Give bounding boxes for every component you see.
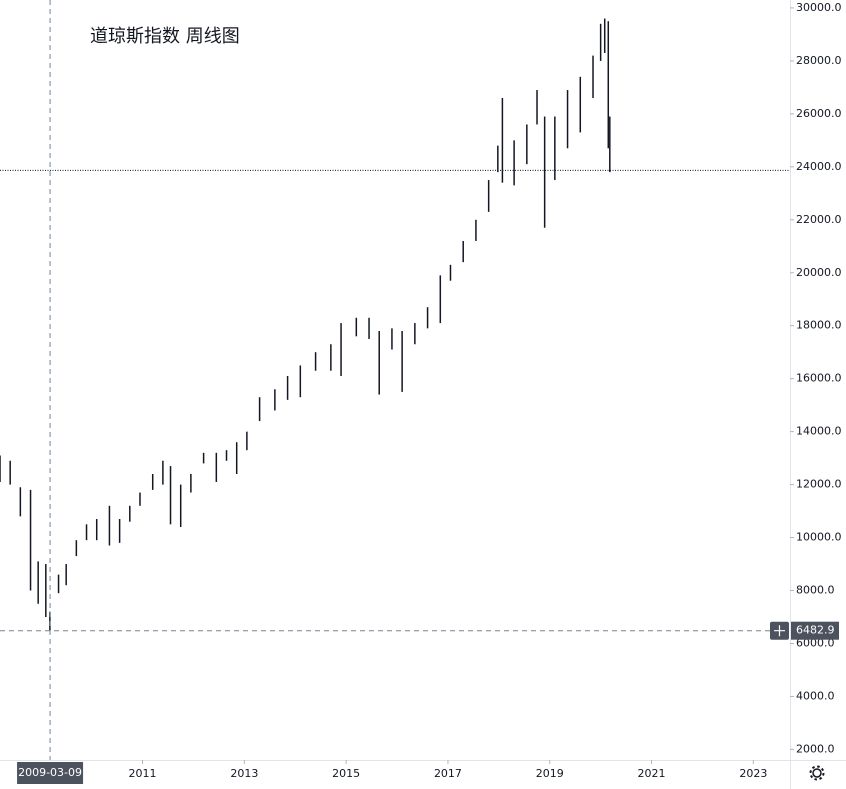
y-tick-label: 6000.0	[796, 636, 835, 649]
y-tick-label: 16000.0	[796, 372, 842, 385]
gear-teeth[interactable]	[809, 765, 825, 781]
y-tick-label: 28000.0	[796, 54, 842, 67]
x-tick-label: 2023	[739, 767, 767, 780]
x-tick-label: 2019	[536, 767, 564, 780]
y-tick-label: 14000.0	[796, 425, 842, 438]
y-tick-label: 24000.0	[796, 160, 842, 173]
crosshair-date-box	[17, 762, 84, 784]
settings-icon[interactable]	[809, 765, 825, 781]
crosshair-price-label: 6482.9	[796, 624, 835, 637]
y-tick-label: 8000.0	[796, 584, 835, 597]
y-tick-label: 2000.0	[796, 742, 835, 755]
y-tick-label: 26000.0	[796, 107, 842, 120]
y-tick-label: 30000.0	[796, 1, 842, 14]
crosshair-date-label: 2009-03-09	[18, 766, 82, 779]
x-tick-label: 2021	[638, 767, 666, 780]
x-tick-label: 2013	[230, 767, 258, 780]
y-tick-label: 22000.0	[796, 213, 842, 226]
y-tick-label: 12000.0	[796, 478, 842, 491]
x-tick-label: 2011	[129, 767, 157, 780]
y-tick-label: 20000.0	[796, 266, 842, 279]
gear-hub[interactable]	[812, 768, 822, 778]
x-tick-label: 2015	[332, 767, 360, 780]
chart-title: 道琼斯指数 周线图	[90, 26, 240, 47]
x-tick-label: 2017	[434, 767, 462, 780]
y-tick-label: 4000.0	[796, 689, 835, 702]
crosshair-plus-icon	[774, 625, 785, 637]
crosshair-price-box	[791, 621, 839, 640]
y-tick-label: 10000.0	[796, 531, 842, 544]
y-tick-label: 18000.0	[796, 319, 842, 332]
